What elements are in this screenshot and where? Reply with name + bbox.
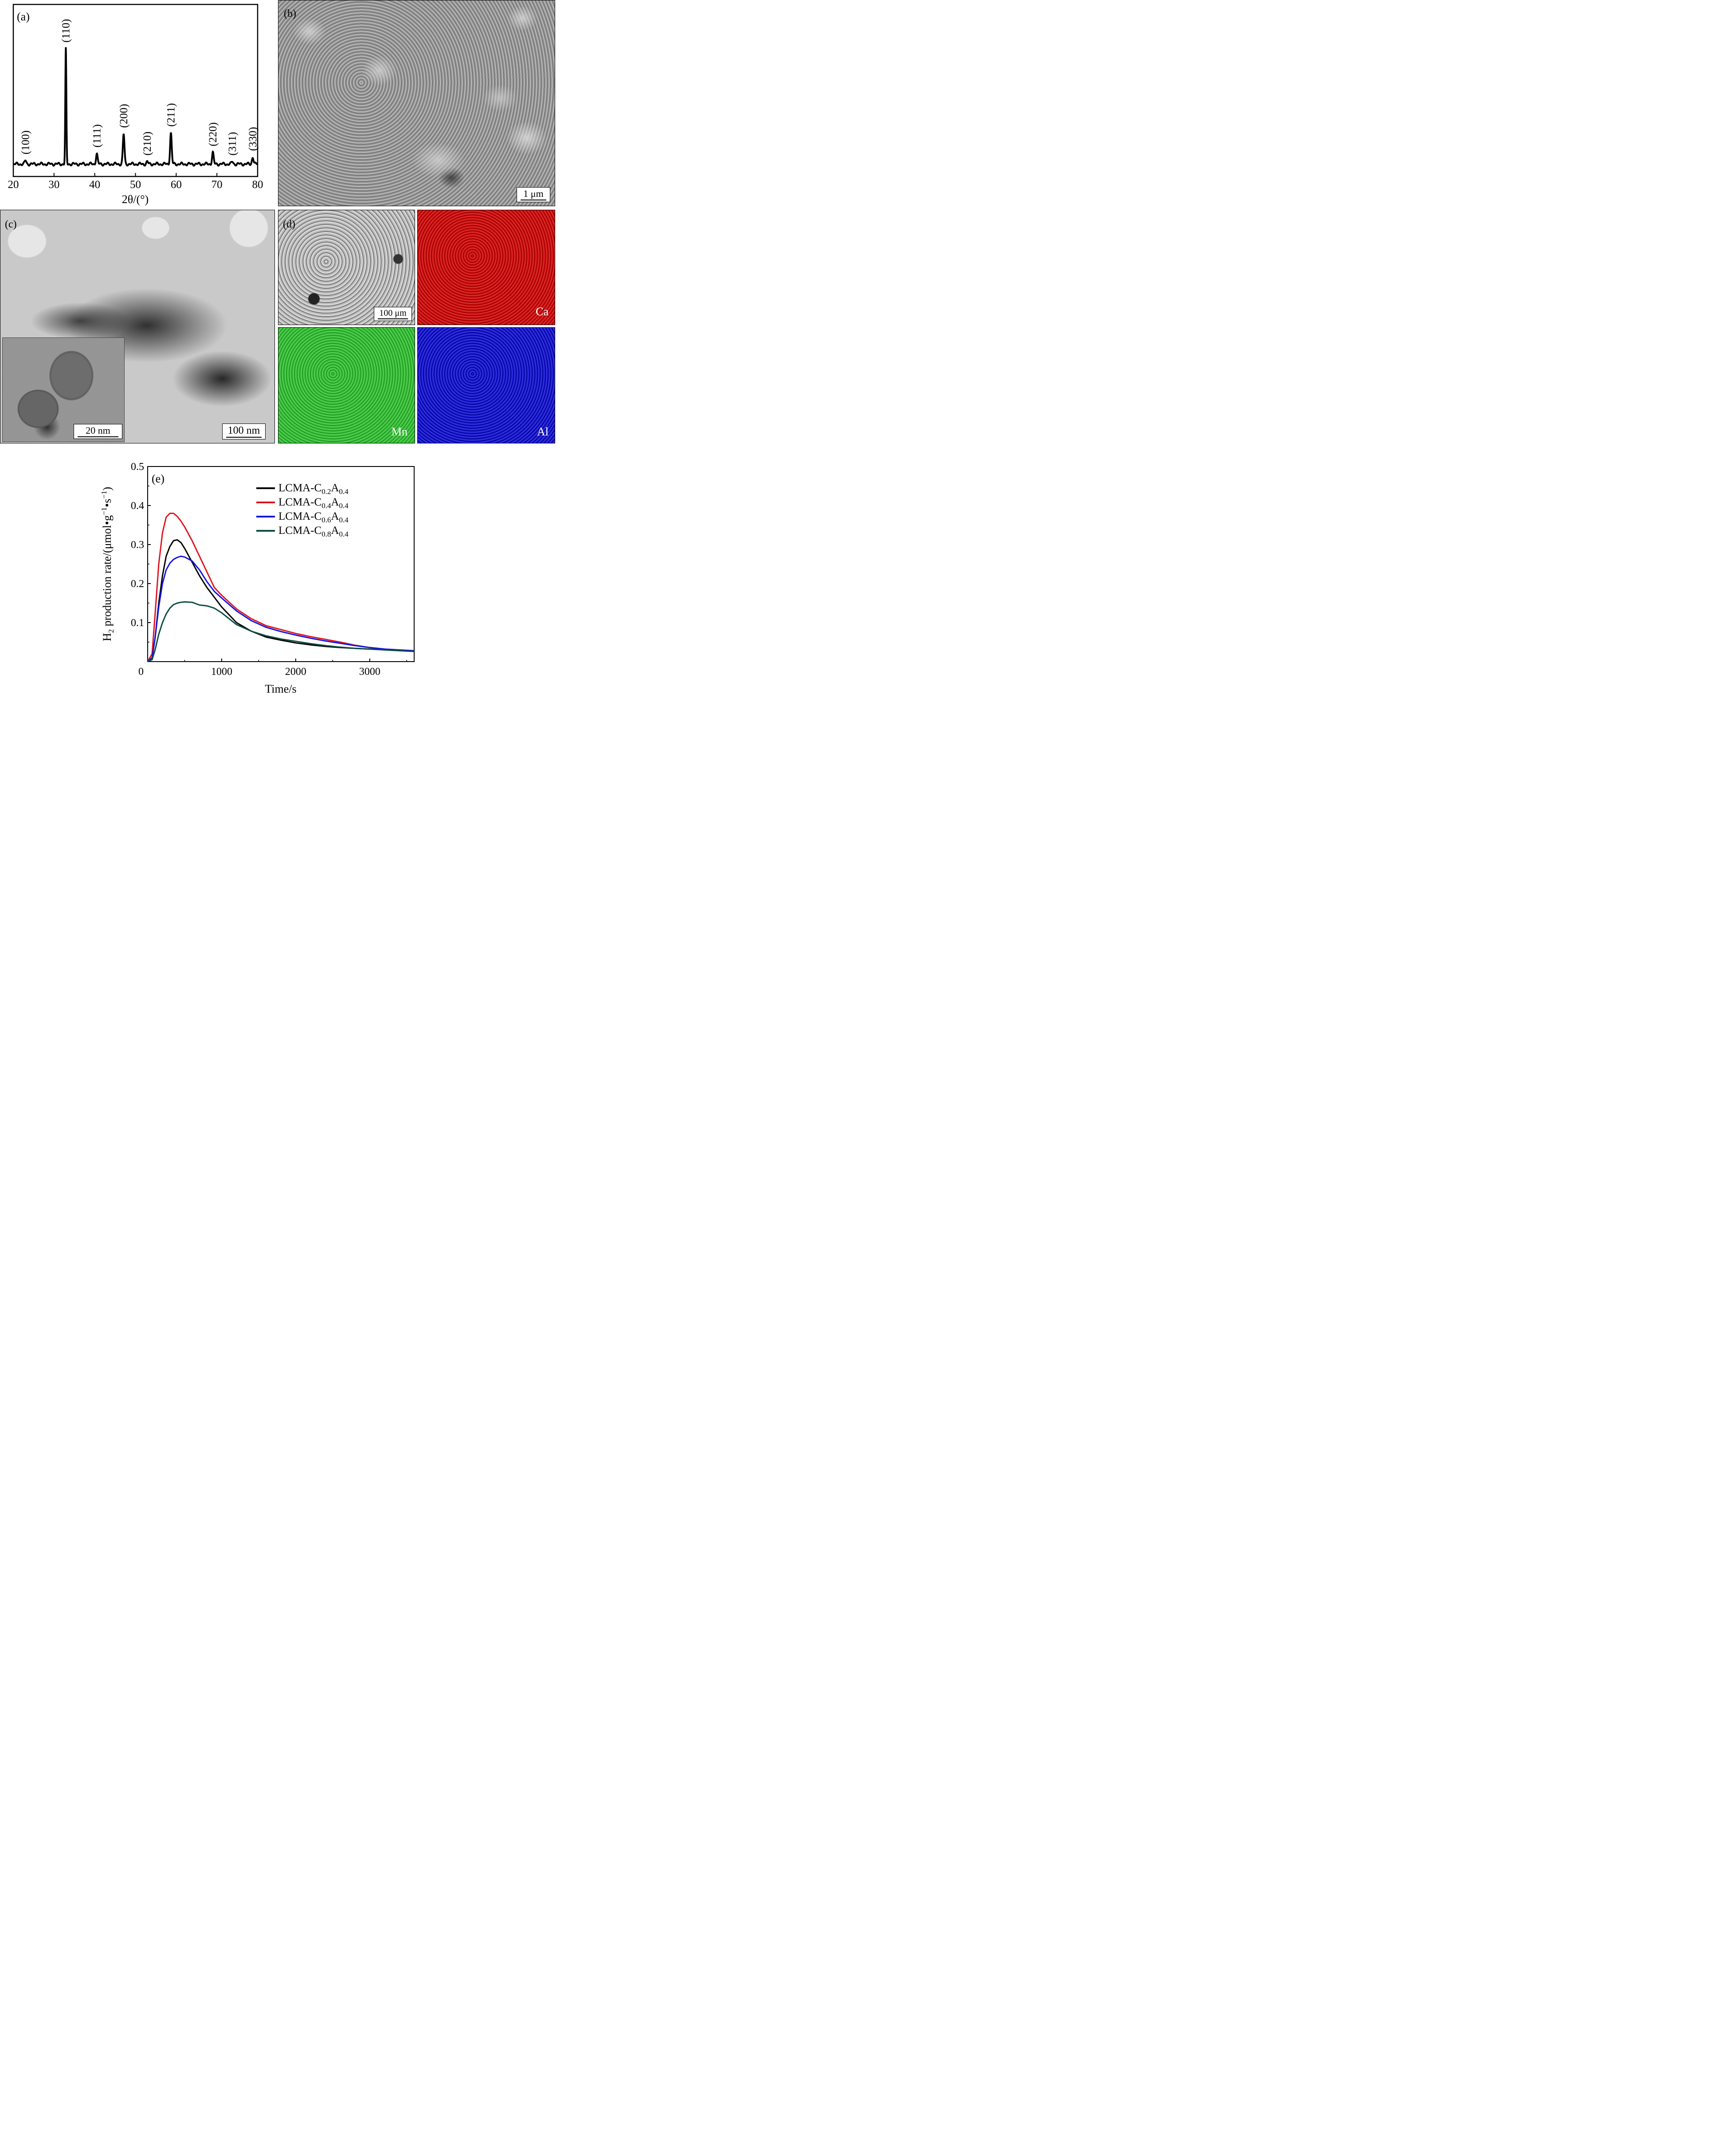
tem-image-c: (c) 20 nm 100 nm [0, 210, 275, 443]
h2-y-tick-label: 0.4 [131, 500, 144, 512]
panel-label-d: (d) [283, 219, 295, 230]
inset-scalebar-text: 20 nm [86, 425, 110, 436]
xrd-peak-label: (111) [91, 124, 103, 147]
h2-x-tick-label: 2000 [285, 666, 306, 678]
h2-y-tick-label: 0.1 [131, 617, 144, 629]
xrd-frame [12, 4, 259, 177]
scalebar-d-text: 100 μm [379, 308, 407, 318]
xrd-x-tick-label: 60 [171, 179, 182, 191]
h2-panel-label: (e) [152, 472, 165, 485]
map-label-ca: Ca [536, 305, 549, 318]
scalebar-b-text: 1 μm [523, 188, 544, 199]
panel-label-c: (c) [5, 219, 17, 230]
xrd-peak-label: (110) [60, 19, 72, 43]
inset-scalebar: 20 nm [74, 424, 122, 439]
scalebar-c: 100 nm [222, 423, 266, 439]
xrd-pattern-line [13, 47, 258, 167]
h2-y-tick-label: 0.2 [131, 578, 144, 590]
xrd-x-tick-label: 20 [8, 179, 19, 191]
xrd-peak-label: (211) [165, 103, 177, 127]
xrd-peak-label: (311) [227, 132, 239, 156]
map-label-mn: Mn [391, 425, 408, 438]
h2-chart-frame [147, 466, 415, 662]
xrd-peak-label: (200) [118, 104, 130, 128]
xrd-x-axis-label: 2θ/(°) [122, 193, 149, 206]
xrd-peak-label: (100) [20, 130, 32, 154]
xrd-x-tick-label: 30 [48, 179, 59, 191]
eds-map-al: Al [417, 327, 555, 443]
scalebar-b: 1 μm [517, 187, 550, 202]
eds-map-mn: Mn [278, 327, 415, 443]
h2-x-tick-label: 3000 [359, 666, 380, 678]
eds-map-ca: Ca [417, 210, 555, 325]
h2-origin-label: 0 [138, 666, 144, 678]
map-label-al: Al [537, 425, 549, 438]
xrd-chart: (a) (100) (110) (111) (200) (210) (211) (220) (… [8, 4, 263, 206]
xrd-x-tick-label: 40 [89, 179, 100, 191]
h2-y-tick-label: 0.3 [131, 539, 144, 551]
panel-label-b: (b) [284, 8, 296, 20]
sem-image-d: (d) 100 μm [278, 210, 415, 325]
h2-series-line-3 [147, 555, 415, 662]
xrd-x-tick-label: 50 [130, 179, 141, 191]
legend-entry-1: LCMA-C0.2A0.4 [278, 482, 349, 496]
h2-series-line-4 [147, 601, 415, 662]
scalebar-c-text: 100 nm [227, 425, 260, 436]
legend-entry-2: LCMA-C0.4A0.4 [278, 496, 349, 510]
sem-image-b: (b) 1 μm [278, 0, 555, 206]
legend-entry-3: LCMA-C0.6A0.4 [278, 510, 349, 524]
legend-entry-4: LCMA-C0.8A0.4 [278, 525, 349, 538]
xrd-panel-label: (a) [17, 10, 30, 23]
scalebar-d: 100 μm [374, 307, 412, 321]
xrd-peak-label: (210) [141, 132, 153, 156]
h2-y-tick-label: 0.5 [131, 461, 144, 473]
hrtem-inset: 20 nm [2, 337, 125, 442]
h2-series-line-2 [147, 513, 415, 662]
xrd-x-tick-label: 70 [212, 179, 223, 191]
xrd-peak-label: (220) [207, 122, 219, 146]
h2-x-tick-label: 1000 [211, 666, 232, 678]
h2-y-axis-label: H2 production rate/(μmol•g−1•s−1) [100, 487, 115, 641]
xrd-x-tick-label: 80 [252, 179, 263, 191]
h2-rate-chart: (e) 1000 2000 3000 0.1 0.2 0.3 0.4 0.5 LCMA-C0.… [100, 461, 415, 694]
xrd-peak-label: (330) [247, 127, 259, 151]
h2-x-axis-label: Time/s [265, 682, 296, 694]
